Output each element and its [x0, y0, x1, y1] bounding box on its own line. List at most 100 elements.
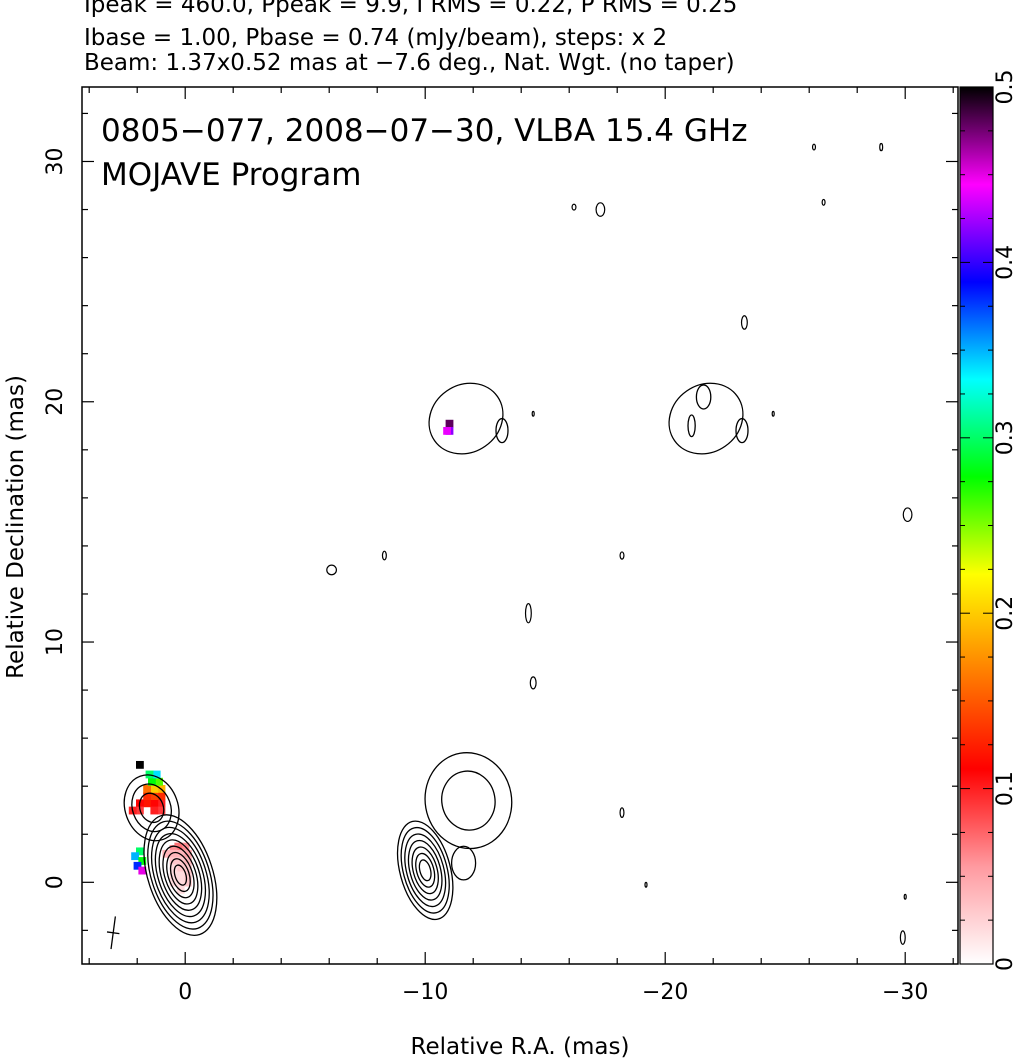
polarization-pixel — [143, 799, 151, 808]
polarization-pixel — [143, 792, 151, 801]
contour-noise — [619, 807, 625, 819]
polarization-pixel — [148, 777, 156, 786]
polarization-pixel — [184, 878, 192, 887]
contour-noise — [903, 893, 907, 900]
polarization-pixel — [445, 419, 454, 428]
header-line-2: Ibase = 1.00, Pbase = 0.74 (mJy/beam), s… — [84, 25, 668, 51]
polarization-pixel — [150, 799, 159, 808]
beam-cross — [106, 916, 120, 950]
contour-ghost-ext-b — [450, 845, 477, 881]
polarization-pixel — [152, 770, 161, 779]
contour-ghost-ext-a — [424, 752, 513, 850]
polarization-pixel — [136, 847, 144, 856]
contour-noise — [524, 602, 532, 624]
contour-ghost-ext-a — [441, 770, 496, 831]
contour-core — [162, 845, 199, 905]
chart-subtitle: MOJAVE Program — [101, 157, 361, 193]
polarization-pixel — [138, 866, 147, 875]
contour-ghost-core — [411, 846, 439, 895]
contour-noise — [644, 881, 648, 888]
polarization-pixel — [150, 784, 159, 793]
contour-core — [143, 814, 218, 936]
contour-core-ext — [138, 792, 165, 824]
polarization-pixel — [169, 857, 178, 865]
colorbar-tick-label: 0 — [993, 957, 1018, 971]
colorbar-tick-label: 0.2 — [993, 596, 1018, 631]
y-tick-label: 20 — [43, 388, 68, 416]
polarization-pixel — [157, 806, 166, 815]
polarization-pixel — [157, 792, 166, 801]
contour-ghost-core — [400, 826, 450, 914]
polarization-pixel — [169, 871, 178, 880]
contour-layer — [123, 142, 913, 945]
contour-ghost-upper-2c — [695, 384, 712, 410]
contour-noise — [529, 676, 537, 690]
polarization-pixel — [184, 857, 192, 865]
polarization-pixel — [150, 792, 159, 801]
x-tick-label: −20 — [642, 980, 688, 1005]
colorbar-tick-label: 0.1 — [993, 771, 1018, 806]
contour-noise — [619, 551, 625, 560]
contour-ghost-core — [404, 833, 447, 908]
polarization-pixel — [176, 878, 185, 887]
polarization-pixel — [176, 871, 185, 880]
contour-noise — [821, 198, 826, 206]
polarization-pixel — [131, 852, 139, 861]
axis-ticks: 0 −10 −20 −30 0 10 20 30 — [43, 87, 958, 1005]
colorbar-tick-label: 0.3 — [993, 420, 1018, 455]
polarization-pixel — [150, 806, 159, 815]
contour-core — [173, 864, 188, 886]
contour-noise — [531, 410, 535, 417]
contour-core — [154, 833, 207, 918]
contour-core — [147, 820, 214, 930]
x-axis-label: Relative R.A. (mas) — [411, 1034, 630, 1060]
contour-ghost-upper — [428, 382, 504, 455]
polarization-pixel — [138, 857, 147, 865]
contour-noise — [381, 550, 387, 561]
polarization-pixel — [169, 849, 178, 858]
beam-minor-axis — [106, 931, 120, 935]
polarization-pixel — [157, 799, 166, 808]
contour-noise — [326, 564, 338, 576]
polarization-pixel — [162, 849, 171, 858]
header-line-3: Beam: 1.37x0.52 mas at −7.6 deg., Nat. W… — [84, 50, 735, 76]
contour-noise — [879, 142, 884, 152]
contour-noise — [571, 203, 577, 211]
plot-frame — [81, 86, 959, 965]
contour-core-ext — [123, 774, 180, 842]
contour-core — [166, 851, 195, 899]
contour-ghost-upper-2b — [735, 417, 749, 444]
contour-core-ext — [131, 783, 172, 833]
polarization-pixel — [184, 849, 192, 858]
contour-ghost-core — [415, 852, 436, 888]
polarization-pixel — [443, 426, 451, 435]
contour-ghost-core — [418, 859, 432, 882]
colorbar-tick-label: 0.5 — [993, 70, 1018, 105]
polarization-pixel — [176, 864, 185, 873]
polarization-pixel — [184, 864, 192, 873]
colorbar-tick-label: 0.4 — [993, 245, 1018, 280]
contour-core — [169, 858, 191, 893]
contour-noise — [902, 507, 913, 523]
contour-ghost-upper-2 — [668, 382, 744, 455]
polarization-pixel — [184, 871, 192, 880]
polarization-pixel — [155, 777, 163, 786]
polarization-pixel — [169, 864, 178, 873]
x-tick-label: −10 — [402, 980, 448, 1005]
contour-noise — [595, 202, 606, 217]
y-tick-label: 30 — [43, 147, 68, 175]
contour-ghost-core — [396, 820, 454, 921]
polarization-pixel — [136, 760, 144, 769]
header-line-1: Ipeak = 460.0, Ppeak = 9.9, I RMS = 0.22… — [84, 0, 738, 18]
contour-core — [158, 839, 203, 911]
colorbar-ticks: 0 0.1 0.2 0.3 0.4 0.5 — [960, 70, 1018, 971]
contour-noise — [811, 143, 817, 151]
contour-ghost-upper-b — [495, 417, 509, 444]
y-tick-label: 0 — [43, 875, 68, 889]
x-tick-label: −30 — [882, 980, 928, 1005]
polarization-pixel — [169, 845, 178, 853]
y-axis-label: Relative Declination (mas) — [3, 375, 29, 679]
contour-noise — [899, 930, 906, 945]
contour-noise — [771, 410, 775, 417]
